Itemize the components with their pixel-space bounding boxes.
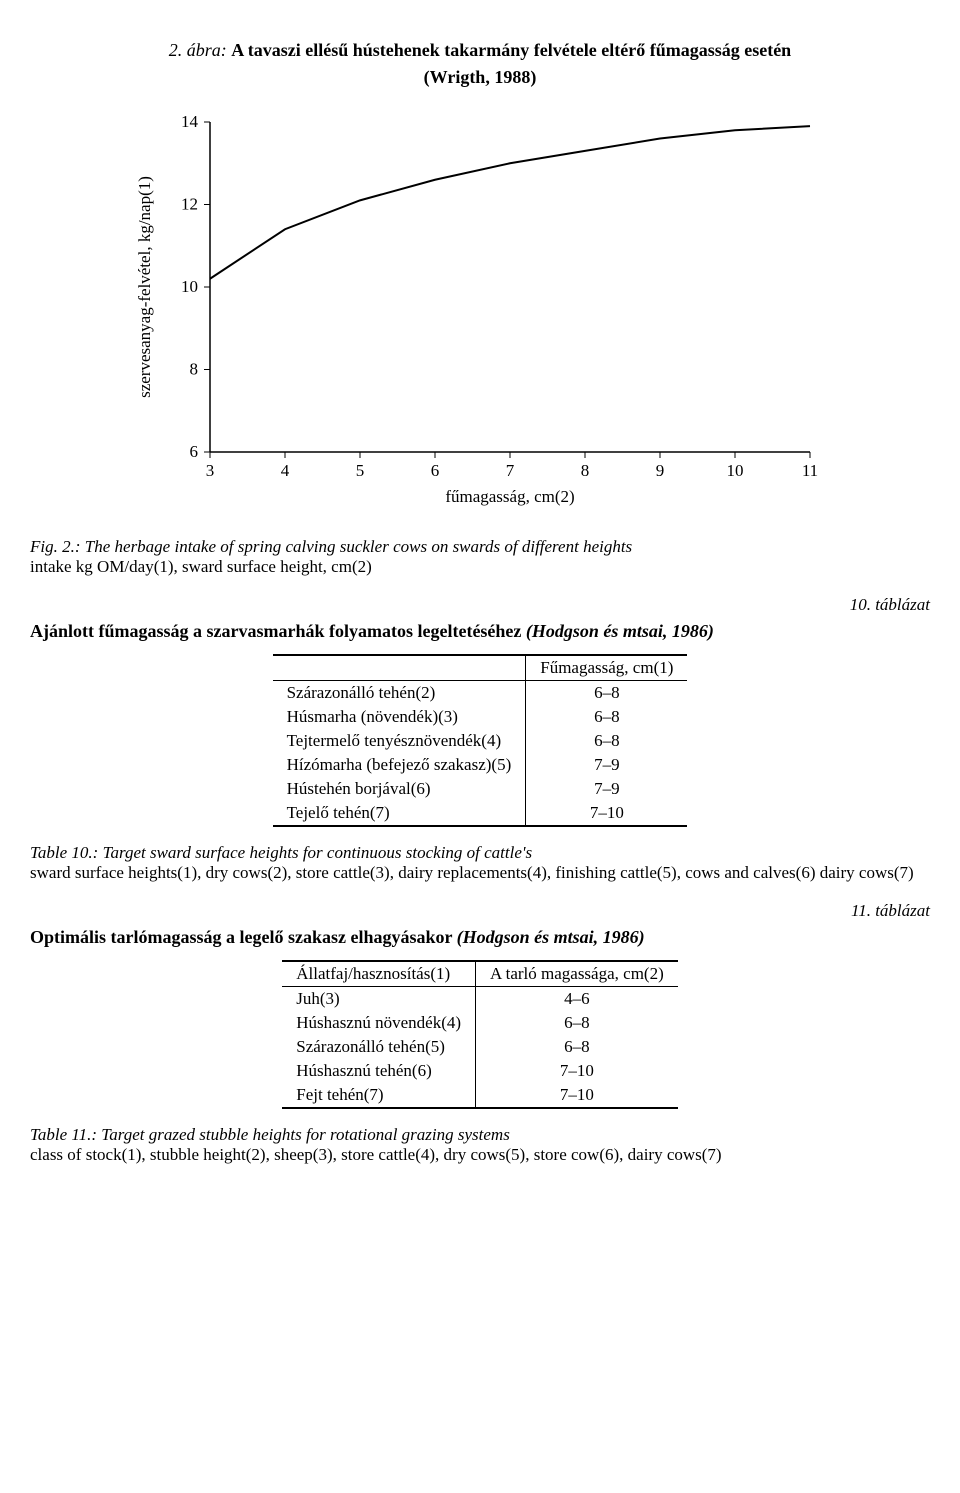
svg-text:6: 6 — [190, 442, 199, 461]
figure2-chart-svg: 6 8 10 12 14 3 4 5 6 7 8 9 10 11 fűmagasság, cm(2) szer… — [130, 112, 830, 512]
svg-text:11: 11 — [802, 461, 818, 480]
table-row-label: Hústehén borjával(6) — [273, 777, 526, 801]
table-row-label: Juh(3) — [282, 987, 475, 1012]
table-row-value: 7–10 — [476, 1059, 678, 1083]
figure2-caption: Fig. 2.: The herbage intake of spring ca… — [30, 537, 930, 577]
svg-text:szervesanyag-felvétel, kg/nap(: szervesanyag-felvétel, kg/nap(1) — [135, 176, 154, 398]
table10-heading-plain: Ajánlott fűmagasság a szarvasmarhák foly… — [30, 621, 521, 641]
table10-caption: Table 10.: Target sward surface heights … — [30, 843, 930, 883]
svg-text:10: 10 — [181, 277, 198, 296]
table11-number: 11. táblázat — [30, 901, 930, 921]
svg-text:8: 8 — [581, 461, 590, 480]
svg-text:7: 7 — [506, 461, 515, 480]
table11-caption-lead: Table 11.: Target grazed stubble heights… — [30, 1125, 510, 1144]
table-row-label: Tejelő tehén(7) — [273, 801, 526, 826]
table-row-value: 6–8 — [526, 681, 688, 706]
table10-caption-lead: Table 10.: Target sward surface heights … — [30, 843, 532, 862]
table-row-value: 7–9 — [526, 753, 688, 777]
svg-text:4: 4 — [281, 461, 290, 480]
table-row-label: Hízómarha (befejező szakasz)(5) — [273, 753, 526, 777]
svg-text:9: 9 — [656, 461, 665, 480]
table-row-label: Fejt tehén(7) — [282, 1083, 475, 1108]
table10-number: 10. táblázat — [30, 595, 930, 615]
table10-caption-rest: sward surface heights(1), dry cows(2), s… — [30, 863, 914, 882]
svg-text:8: 8 — [190, 360, 199, 379]
svg-text:fűmagasság, cm(2): fűmagasság, cm(2) — [445, 487, 574, 506]
table-row-value: 7–9 — [526, 777, 688, 801]
figure2-title-text: A tavaszi ellésű hústehenek takarmány fe… — [231, 40, 791, 60]
table10-table: Fűmagasság, cm(1)Szárazonálló tehén(2)6–… — [273, 654, 688, 827]
table11-caption-rest: class of stock(1), stubble height(2), sh… — [30, 1145, 722, 1164]
figure2-caption-rest: intake kg OM/day(1), sward surface heigh… — [30, 557, 372, 576]
table-row-value: 6–8 — [526, 705, 688, 729]
svg-text:12: 12 — [181, 195, 198, 214]
table11-caption: Table 11.: Target grazed stubble heights… — [30, 1125, 930, 1165]
table11-heading-italic: (Hodgson és mtsai, 1986) — [457, 927, 645, 947]
table10-col2-header: Fűmagasság, cm(1) — [526, 655, 688, 681]
svg-text:14: 14 — [181, 112, 199, 131]
table11-heading-plain: Optimális tarlómagasság a legelő szakasz… — [30, 927, 452, 947]
figure2-prefix: 2. ábra: — [169, 40, 227, 60]
figure2-title: 2. ábra: A tavaszi ellésű hústehenek tak… — [30, 40, 930, 61]
table-row-value: 6–8 — [476, 1035, 678, 1059]
table11-table: Állatfaj/hasznosítás(1)A tarló magassága… — [282, 960, 677, 1109]
figure2-caption-lead: Fig. 2.: The herbage intake of spring ca… — [30, 537, 632, 556]
table-row-label: Szárazonálló tehén(5) — [282, 1035, 475, 1059]
table10-heading: Ajánlott fűmagasság a szarvasmarhák foly… — [30, 621, 930, 642]
table11-col1-header: Állatfaj/hasznosítás(1) — [282, 961, 475, 987]
svg-text:3: 3 — [206, 461, 215, 480]
table10: Fűmagasság, cm(1)Szárazonálló tehén(2)6–… — [30, 654, 930, 827]
table-row-value: 6–8 — [476, 1011, 678, 1035]
table-row-label: Tejtermelő tenyésznövendék(4) — [273, 729, 526, 753]
table-row-value: 6–8 — [526, 729, 688, 753]
svg-text:5: 5 — [356, 461, 365, 480]
table-row-value: 7–10 — [526, 801, 688, 826]
table-row-label: Húsmarha (növendék)(3) — [273, 705, 526, 729]
svg-text:6: 6 — [431, 461, 440, 480]
figure2-subtitle: (Wrigth, 1988) — [30, 67, 930, 88]
svg-text:10: 10 — [727, 461, 744, 480]
figure2-chart: 6 8 10 12 14 3 4 5 6 7 8 9 10 11 fűmagasság, cm(2) szer… — [130, 112, 830, 517]
table-row-value: 4–6 — [476, 987, 678, 1012]
table-row-label: Szárazonálló tehén(2) — [273, 681, 526, 706]
table11: Állatfaj/hasznosítás(1)A tarló magassága… — [30, 960, 930, 1109]
table11-heading: Optimális tarlómagasság a legelő szakasz… — [30, 927, 930, 948]
table-row-label: Húshasznú növendék(4) — [282, 1011, 475, 1035]
table11-col2-header: A tarló magassága, cm(2) — [476, 961, 678, 987]
table-row-label: Húshasznú tehén(6) — [282, 1059, 475, 1083]
table-row-value: 7–10 — [476, 1083, 678, 1108]
table10-heading-italic: (Hodgson és mtsai, 1986) — [526, 621, 714, 641]
